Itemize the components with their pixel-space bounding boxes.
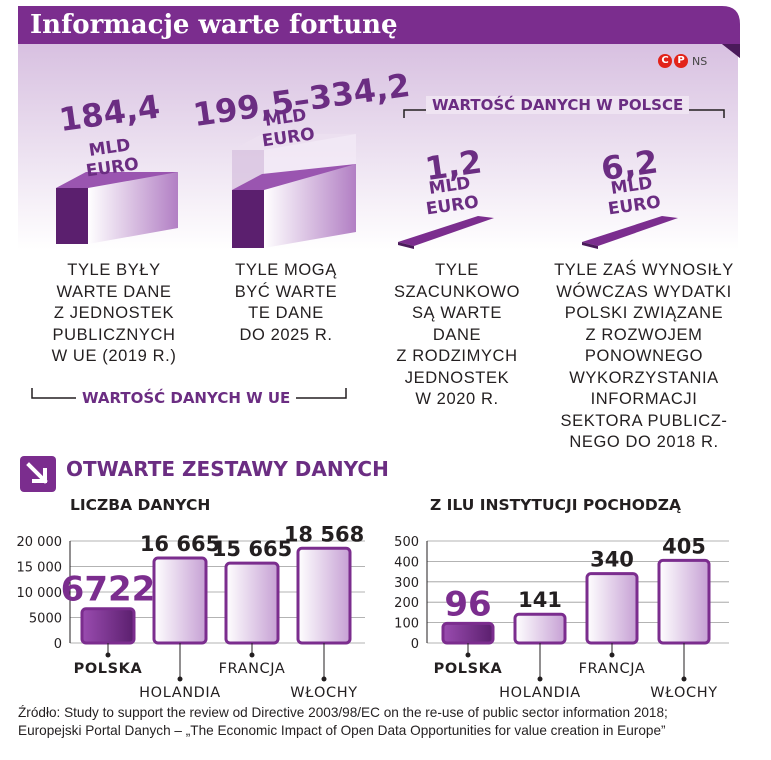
- page-title: Informacje warte fortunę: [30, 10, 398, 40]
- data-label: 15 665: [212, 537, 292, 561]
- leader-dot: [177, 676, 183, 682]
- leader-dot: [249, 652, 255, 658]
- desc-pl-2018: TYLE ZAŚ WYNOSIŁY WÓWCZAS WYDATKI POLSKI…: [554, 261, 734, 451]
- chart-liczba-danych: 0 5000 10 000 15 000 20 000 6722 POLSKA 16 665 H…: [17, 522, 365, 701]
- y-tick-label: 0: [54, 637, 62, 652]
- bar: [657, 558, 711, 645]
- category-label: HOLANDIA: [499, 685, 581, 701]
- leader-dot: [537, 676, 543, 682]
- box-eu-2019: [56, 172, 178, 244]
- publisher-logo: P: [674, 54, 688, 68]
- author-initials: NS: [692, 55, 708, 68]
- bar: [585, 572, 639, 645]
- leader-dot: [105, 652, 111, 658]
- data-label: 141: [518, 588, 562, 612]
- y-tick-label: 400: [394, 555, 419, 570]
- bar: [296, 546, 352, 645]
- y-tick-label: 15 000: [17, 561, 63, 576]
- category-label: POLSKA: [434, 661, 503, 677]
- y-tick-label: 200: [394, 596, 419, 611]
- data-label: 405: [662, 534, 706, 558]
- desc-eu-2019: TYLE BYŁY WARTE DANE Z JEDNOSTEK PUBLICZ…: [51, 261, 177, 365]
- data-label: 340: [590, 548, 634, 572]
- plate-pl-2020: [398, 216, 494, 249]
- y-tick-label: 300: [394, 576, 419, 591]
- pl-bracket-label: WARTOŚĆ DANYCH W POLSCE: [426, 96, 690, 114]
- y-tick-label: 100: [394, 617, 419, 632]
- data-label: 96: [444, 584, 491, 624]
- category-label: WŁOCHY: [290, 685, 357, 701]
- category-label: POLSKA: [74, 661, 143, 677]
- plate-pl-2018: [582, 216, 678, 249]
- bar: [441, 621, 495, 645]
- y-tick-label: 20 000: [17, 535, 63, 550]
- bar: [152, 556, 208, 645]
- data-label: 18 568: [284, 522, 364, 546]
- leader-dot: [609, 652, 615, 658]
- y-tick-label: 0: [411, 637, 419, 652]
- leader-dot: [321, 676, 327, 682]
- y-tick-label: 500: [394, 535, 419, 550]
- value-boxes: [56, 109, 725, 249]
- arrow-down-right-icon: [20, 456, 56, 492]
- category-label: HOLANDIA: [139, 685, 221, 701]
- section-title: OTWARTE ZESTAWY DANYCH: [66, 457, 389, 481]
- bar: [224, 561, 280, 645]
- data-label: 16 665: [140, 532, 220, 556]
- source-note: Źródło: Study to support the review od D…: [18, 705, 668, 738]
- eu-bracket-label: WARTOŚĆ DANYCH W UE: [76, 389, 297, 407]
- desc-pl-2020: TYLE SZACUNKOWO SĄ WARTE DANE Z RODZIMYC…: [393, 261, 521, 408]
- box-eu-2025: [232, 134, 356, 248]
- category-label: FRANCJA: [579, 661, 646, 677]
- chart-title-instytucje: Z ILU INSTYTUCJI POCHODZĄ: [430, 496, 682, 514]
- chart-title-liczba: LICZBA DANYCH: [70, 496, 211, 514]
- bar: [513, 612, 567, 645]
- data-label: 6722: [61, 570, 156, 610]
- copyright-logo: C: [658, 54, 672, 68]
- desc-eu-2025: TYLE MOGĄ BYĆ WARTE TE DANE DO 2025 R.: [234, 261, 338, 344]
- category-label: FRANCJA: [219, 661, 286, 677]
- chart-instytucje: 0 100 200 300 400 500 96 POLSKA 141 HOLANDIA 340 FR…: [394, 534, 729, 701]
- category-label: WŁOCHY: [650, 685, 717, 701]
- leader-dot: [681, 676, 687, 682]
- y-tick-label: 10 000: [17, 586, 63, 601]
- y-tick-label: 5000: [29, 612, 62, 627]
- leader-dot: [465, 652, 471, 658]
- bar: [80, 607, 136, 645]
